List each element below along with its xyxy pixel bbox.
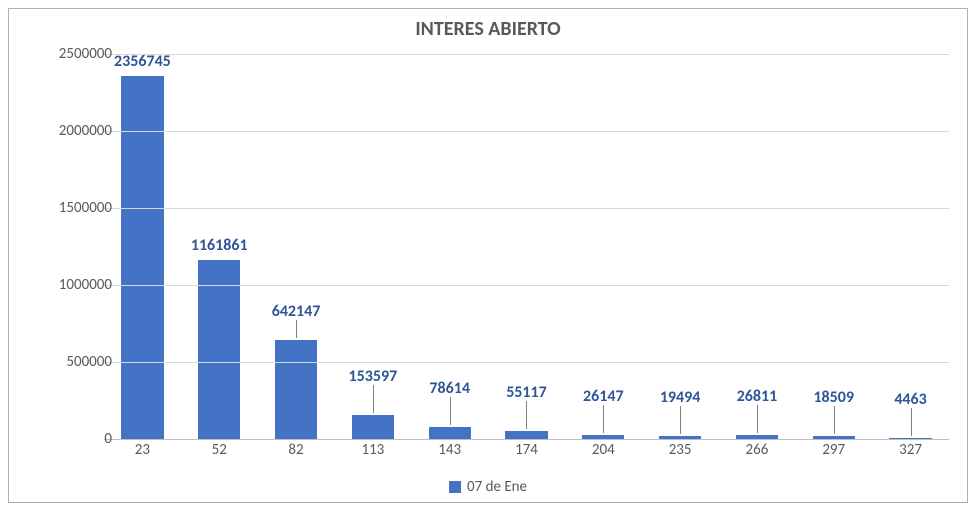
x-tick-label: 23	[104, 441, 181, 459]
bar-slot: 642147	[258, 54, 335, 439]
bar-slot: 55117	[488, 54, 565, 439]
legend-label: 07 de Ene	[467, 478, 527, 496]
chart-title: INTERES ABIERTO	[9, 17, 967, 41]
data-label: 1161861	[191, 236, 248, 255]
y-tick-label: 1000000	[27, 276, 112, 294]
y-tick-label: 500000	[27, 353, 112, 371]
x-tick-label: 235	[642, 441, 719, 459]
data-label: 78614	[429, 379, 470, 398]
bar-slot: 78614	[411, 54, 488, 439]
gridline	[104, 54, 949, 55]
bar-slot: 4463	[872, 54, 949, 439]
y-tick-label: 2500000	[27, 45, 112, 63]
bar	[198, 260, 240, 439]
x-tick-label: 327	[872, 441, 949, 459]
leader-line	[757, 405, 758, 433]
legend: 07 de Ene	[9, 478, 967, 496]
x-tick-label: 174	[488, 441, 565, 459]
bar-slot: 153597	[334, 54, 411, 439]
gridline	[104, 131, 949, 132]
legend-swatch	[449, 481, 461, 493]
data-label: 26811	[737, 387, 778, 406]
x-tick-label: 82	[258, 441, 335, 459]
chart-container: INTERES ABIERTO 2356745 1161861 642147 1535…	[8, 8, 968, 503]
bar	[429, 427, 471, 439]
gridline	[104, 362, 949, 363]
leader-line	[603, 405, 604, 433]
y-tick-label: 2000000	[27, 122, 112, 140]
plot-area: 2356745 1161861 642147 153597 78614 55117 2614…	[104, 54, 949, 439]
y-tick-label: 1500000	[27, 199, 112, 217]
x-axis: 235282113143174204235266297327	[104, 441, 949, 459]
bar-slot: 19494	[642, 54, 719, 439]
bar-slot: 26147	[565, 54, 642, 439]
data-label: 642147	[272, 302, 321, 321]
x-tick-label: 113	[334, 441, 411, 459]
bar-slot: 2356745	[104, 54, 181, 439]
data-label: 19494	[660, 388, 701, 407]
bars-row: 2356745 1161861 642147 153597 78614 55117 2614…	[104, 54, 949, 439]
leader-line	[834, 406, 835, 434]
leader-line	[526, 401, 527, 429]
bar-slot: 18509	[795, 54, 872, 439]
leader-line	[911, 408, 912, 436]
x-tick-label: 297	[795, 441, 872, 459]
data-label: 26147	[583, 387, 624, 406]
leader-line	[373, 385, 374, 413]
leader-line	[680, 406, 681, 434]
gridline	[104, 439, 949, 440]
bar-slot: 1161861	[181, 54, 258, 439]
bar-slot: 26811	[719, 54, 796, 439]
leader-line	[450, 397, 451, 425]
gridline	[104, 208, 949, 209]
x-tick-label: 266	[719, 441, 796, 459]
y-tick-label: 0	[27, 430, 112, 448]
data-label: 55117	[506, 383, 547, 402]
leader-line	[296, 320, 297, 338]
data-label: 153597	[349, 367, 398, 386]
data-label: 18509	[813, 388, 854, 407]
x-tick-label: 204	[565, 441, 642, 459]
bar	[505, 431, 547, 439]
x-tick-label: 52	[181, 441, 258, 459]
bar	[352, 415, 394, 439]
gridline	[104, 285, 949, 286]
x-tick-label: 143	[411, 441, 488, 459]
bar	[275, 340, 317, 439]
data-label: 4463	[894, 390, 926, 409]
